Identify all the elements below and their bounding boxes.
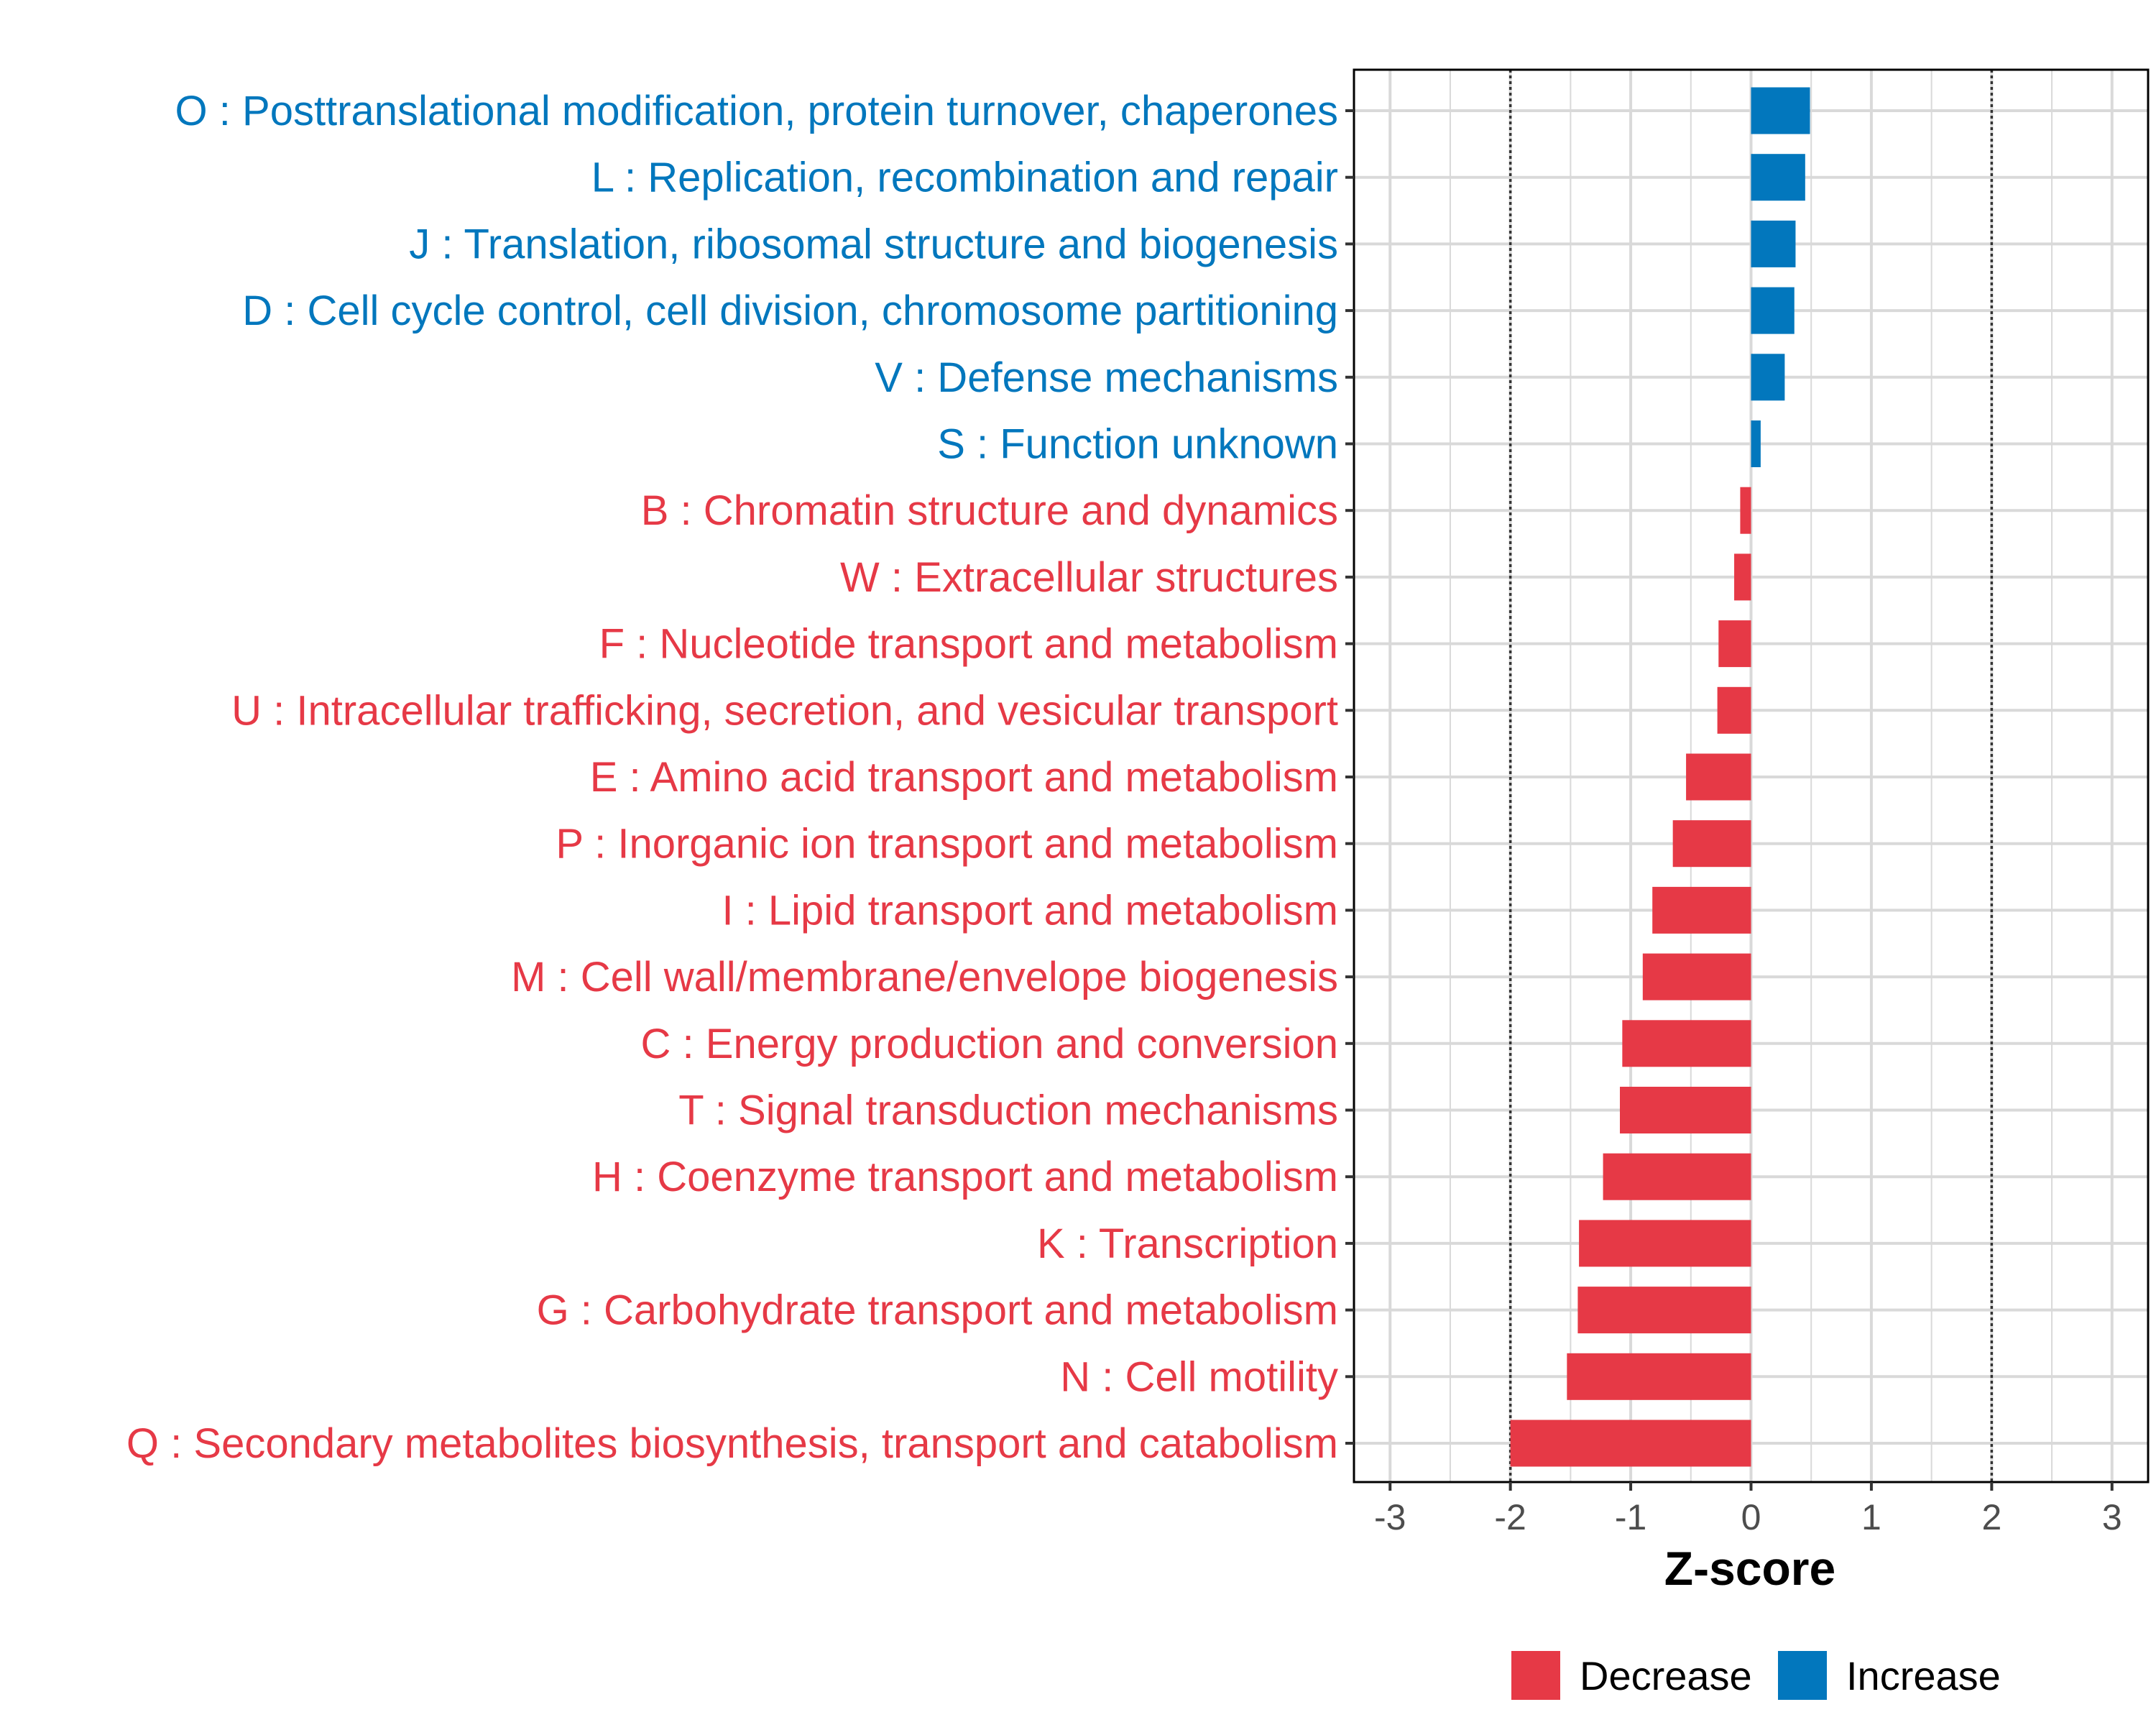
- bar: [1620, 1087, 1751, 1133]
- bar: [1672, 820, 1751, 868]
- x-tick-label: 1: [1861, 1497, 1881, 1537]
- category-label: M : Cell wall/membrane/envelope biogenes…: [511, 954, 1338, 1000]
- bar: [1567, 1353, 1751, 1400]
- bar: [1603, 1153, 1751, 1200]
- bar: [1622, 1020, 1751, 1067]
- bar: [1717, 686, 1751, 734]
- x-axis-title: Z-score: [1664, 1542, 1835, 1595]
- legend-key: [1778, 1651, 1827, 1700]
- category-label: D : Cell cycle control, cell division, c…: [242, 288, 1338, 334]
- bar: [1751, 220, 1796, 267]
- bar: [1751, 287, 1795, 334]
- bar: [1510, 1420, 1751, 1467]
- category-label: I : Lipid transport and metabolism: [722, 887, 1338, 934]
- category-label: G : Carbohydrate transport and metabolis…: [537, 1287, 1338, 1334]
- bar: [1740, 487, 1751, 534]
- bar: [1751, 87, 1810, 134]
- x-tick-label: -3: [1374, 1497, 1406, 1537]
- bar: [1734, 553, 1751, 601]
- bar: [1751, 354, 1785, 401]
- bar: [1751, 420, 1761, 467]
- x-tick-label: -2: [1494, 1497, 1526, 1537]
- legend-key: [1511, 1651, 1560, 1700]
- legend-label: Decrease: [1580, 1653, 1752, 1698]
- bar: [1751, 154, 1805, 201]
- category-label: O : Posttranslational modification, prot…: [175, 88, 1338, 134]
- bar: [1652, 886, 1751, 934]
- bar: [1642, 953, 1751, 1000]
- bar: [1579, 1220, 1751, 1267]
- category-label: N : Cell motility: [1060, 1353, 1338, 1400]
- category-label: S : Function unknown: [937, 421, 1338, 468]
- category-label: K : Transcription: [1037, 1220, 1338, 1267]
- x-tick-label: -1: [1615, 1497, 1646, 1537]
- bars: [1510, 87, 1810, 1467]
- x-axis-ticks: [1388, 1482, 2114, 1491]
- category-labels: O : Posttranslational modification, prot…: [126, 88, 1338, 1467]
- x-tick-label: 0: [1741, 1497, 1761, 1537]
- category-label: H : Coenzyme transport and metabolism: [592, 1154, 1338, 1200]
- bar: [1718, 620, 1751, 668]
- category-label: V : Defense mechanisms: [875, 354, 1338, 401]
- category-label: F : Nucleotide transport and metabolism: [599, 621, 1338, 668]
- category-label: E : Amino acid transport and metabolism: [590, 754, 1338, 801]
- category-label: C : Energy production and conversion: [641, 1021, 1338, 1067]
- category-label: L : Replication, recombination and repai…: [591, 155, 1338, 201]
- x-tick-labels: -3 -2 -1 0 1 2 3: [1374, 1497, 2122, 1537]
- legend: Decrease Increase: [1511, 1651, 2001, 1700]
- category-label: B : Chromatin structure and dynamics: [641, 487, 1338, 534]
- bar: [1686, 753, 1751, 801]
- category-label: P : Inorganic ion transport and metaboli…: [556, 821, 1338, 868]
- bar: [1577, 1287, 1751, 1334]
- x-tick-label: 3: [2102, 1497, 2122, 1537]
- category-label: U : Intracellular trafficking, secretion…: [231, 687, 1338, 734]
- x-tick-label: 2: [1981, 1497, 2001, 1537]
- category-label: Q : Secondary metabolites biosynthesis, …: [126, 1420, 1338, 1467]
- category-label: W : Extracellular structures: [840, 554, 1338, 601]
- category-label: T : Signal transduction mechanisms: [678, 1087, 1338, 1134]
- legend-label: Increase: [1846, 1653, 2001, 1698]
- y-axis-ticks: [1345, 109, 1354, 1445]
- category-label: J : Translation, ribosomal structure and…: [409, 221, 1338, 267]
